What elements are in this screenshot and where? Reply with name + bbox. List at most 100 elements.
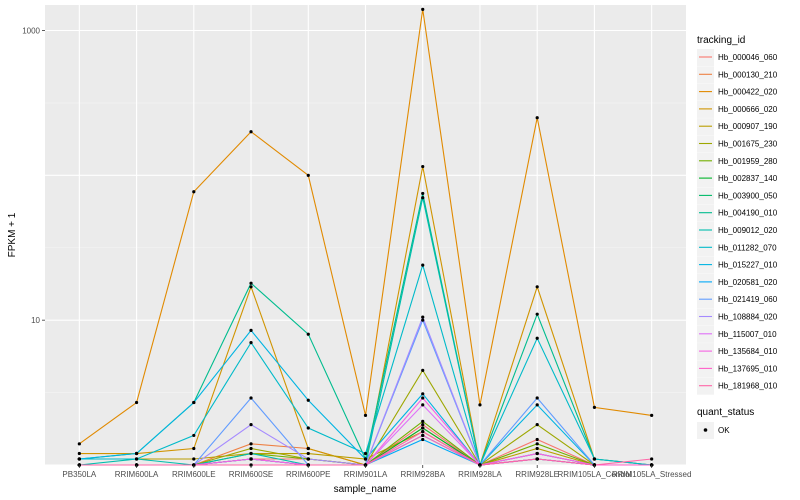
- x-tick-label: RRIM901LA: [344, 470, 388, 479]
- data-point: [192, 433, 196, 438]
- data-point: [306, 446, 310, 451]
- legend-status-label: OK: [718, 426, 730, 435]
- y-axis-title: FPKM + 1: [7, 212, 18, 257]
- legend-items: Hb_000046_060 Hb_000130_210 Hb_000422_020 H…: [697, 49, 778, 395]
- data-point: [421, 164, 425, 169]
- data-point: [592, 405, 597, 409]
- data-point: [306, 457, 310, 461]
- legend-label: Hb_002837_140: [718, 174, 778, 183]
- data-point: [134, 400, 139, 405]
- data-point: [249, 446, 253, 451]
- data-point: [77, 457, 81, 461]
- data-point: [535, 451, 539, 456]
- data-point: [421, 430, 425, 434]
- legend-label: Hb_021419_060: [718, 295, 778, 304]
- data-point: [421, 392, 425, 396]
- data-point: [421, 196, 425, 200]
- data-point: [535, 457, 539, 461]
- legend-status-items: OK: [697, 422, 730, 439]
- data-point: [535, 442, 539, 446]
- data-point: [249, 281, 253, 285]
- x-tick-label: RRIM928LA: [458, 470, 502, 479]
- legend-label: Hb_001959_280: [718, 157, 778, 166]
- data-point: [306, 332, 310, 336]
- x-tick-label: RRIM600LA: [115, 470, 159, 479]
- data-point: [535, 396, 539, 400]
- data-point: [535, 116, 539, 120]
- data-point: [249, 328, 253, 332]
- data-point: [535, 423, 539, 427]
- legend-label: Hb_137695_010: [718, 364, 778, 373]
- grid-lines: [45, 5, 686, 466]
- x-axis-title: sample_name: [334, 484, 397, 495]
- x-tick-label: RRIM105LA_Stressed: [612, 470, 692, 479]
- data-point: [421, 437, 425, 442]
- data-point: [249, 285, 253, 289]
- data-point: [535, 336, 539, 340]
- data-point: [650, 413, 654, 418]
- data-point: [192, 400, 196, 405]
- data-point: [249, 130, 253, 134]
- y-axis-ticks: 10 1000: [22, 27, 45, 325]
- x-tick-label: RRIM928BA: [400, 470, 445, 479]
- legend-status-point: [703, 428, 708, 432]
- data-point: [249, 423, 253, 427]
- data-point: [134, 451, 139, 456]
- legend-label: Hb_001675_230: [718, 140, 778, 149]
- x-tick-label: RRIM600PE: [286, 470, 330, 479]
- data-point: [592, 457, 597, 461]
- data-point: [249, 442, 253, 446]
- data-point: [421, 419, 425, 424]
- data-point: [421, 191, 425, 196]
- data-point: [363, 413, 368, 418]
- legend-label: Hb_115007_010: [718, 330, 777, 339]
- data-point: [478, 403, 482, 407]
- data-point: [249, 341, 253, 345]
- legend-label: Hb_000907_190: [718, 122, 778, 131]
- data-point: [421, 318, 425, 322]
- legend-title: tracking_id: [697, 35, 745, 46]
- data-point: [77, 451, 81, 456]
- data-point: [421, 403, 425, 407]
- legend-label: Hb_000666_020: [718, 105, 778, 114]
- y-tick-label: 10: [31, 316, 40, 325]
- legend-label: Hb_003900_050: [718, 191, 778, 200]
- data-point: [306, 451, 310, 456]
- data-point: [249, 457, 253, 461]
- legend-label: Hb_020581_020: [718, 278, 778, 287]
- data-point: [535, 403, 539, 407]
- data-point: [306, 426, 310, 430]
- data-point: [535, 446, 539, 451]
- data-point: [421, 263, 425, 267]
- data-point: [306, 173, 310, 177]
- data-point: [535, 437, 539, 442]
- legend-label: Hb_108884_020: [718, 313, 778, 322]
- data-point: [134, 457, 139, 461]
- legend-label: Hb_011282_070: [718, 243, 777, 252]
- data-point: [421, 423, 425, 427]
- x-tick-label: RRIM600SE: [229, 470, 273, 479]
- data-point: [421, 368, 425, 372]
- legend-label: Hb_135684_010: [718, 347, 778, 356]
- legend-label: Hb_009012_020: [718, 226, 778, 235]
- data-point: [192, 457, 196, 461]
- data-point: [77, 442, 81, 446]
- data-point: [535, 312, 539, 316]
- legend: tracking_id Hb_000046_060Hb_000130_210Hb…: [697, 35, 778, 439]
- data-point: [249, 451, 253, 456]
- legend-label: Hb_000422_020: [718, 88, 778, 97]
- x-tick-label: RRIM105LA_Control: [558, 470, 632, 479]
- legend-label: Hb_181968_010: [718, 382, 778, 391]
- legend-label: Hb_000130_210: [718, 70, 778, 79]
- data-point: [421, 433, 425, 438]
- legend-label: Hb_015227_010: [718, 261, 778, 270]
- data-point: [249, 396, 253, 400]
- legend-status-title: quant_status: [697, 407, 754, 418]
- legend-label: Hb_000046_060: [718, 53, 778, 62]
- legend-label: Hb_004190_010: [718, 209, 778, 218]
- x-tick-label: RRIM928LE: [515, 470, 559, 479]
- y-tick-label: 1000: [22, 27, 40, 36]
- data-point: [306, 398, 310, 402]
- x-axis-ticks: PB350LA RRIM600LA RRIM600LE RRIM600SE RRIM60…: [62, 465, 691, 479]
